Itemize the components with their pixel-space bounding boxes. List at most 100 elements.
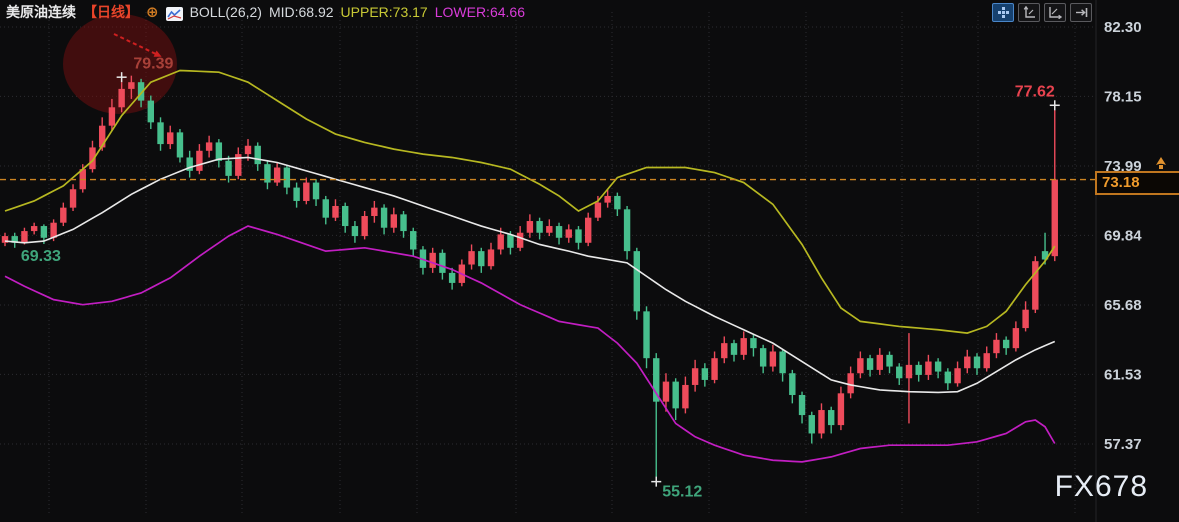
chart-header: 美原油连续 【日线】 ⊕ BOLL(26,2) MID:68.92 UPPER:… xyxy=(6,4,525,21)
candle-body xyxy=(866,358,874,370)
candle-body xyxy=(925,361,932,375)
trend-arrow xyxy=(113,33,159,56)
candle-body xyxy=(1032,261,1039,310)
candle-body xyxy=(633,251,640,312)
candle-body xyxy=(993,339,1000,354)
candle-body xyxy=(857,358,864,374)
candle-body xyxy=(730,343,738,355)
candle-body xyxy=(351,226,359,237)
y-axis-tick: 69.84 xyxy=(1104,227,1142,244)
candle-body xyxy=(303,182,310,201)
indicator-chart-icon[interactable] xyxy=(165,6,183,21)
candle-body xyxy=(507,234,514,248)
price-scale-icon[interactable] xyxy=(1018,3,1040,22)
candle-body xyxy=(1002,339,1010,349)
candle-body xyxy=(1,236,9,243)
candle-body xyxy=(896,366,903,379)
candle-body xyxy=(905,364,913,379)
current-price-tag: 73.18 xyxy=(1095,171,1179,195)
y-axis-tick: 61.53 xyxy=(1104,366,1142,383)
candle-body xyxy=(468,251,475,265)
site-watermark: FX678 xyxy=(1054,470,1148,503)
boll-upper-value: UPPER:73.17 xyxy=(340,4,428,20)
candle-body xyxy=(410,231,417,250)
candle-body xyxy=(89,147,96,170)
candle-body xyxy=(322,199,329,218)
candle-body xyxy=(448,272,456,283)
candle-body xyxy=(886,354,893,367)
candle-body xyxy=(244,145,252,155)
candle-body xyxy=(546,226,553,233)
price-annotation: 79.39 xyxy=(133,56,173,73)
period-label[interactable]: 【日线】 xyxy=(83,4,139,20)
highlight-blob xyxy=(63,14,177,114)
jump-to-latest-icon[interactable] xyxy=(1070,3,1092,22)
candle-body xyxy=(691,368,699,385)
candle-body xyxy=(478,251,485,267)
candle-body xyxy=(721,343,728,359)
candle-body xyxy=(176,132,184,158)
boll-mid-value: MID:68.92 xyxy=(268,4,334,20)
candle-body xyxy=(944,371,952,384)
candle-body xyxy=(711,358,718,380)
candle-body xyxy=(69,189,77,208)
y-axis-tick: 82.30 xyxy=(1104,19,1142,36)
candle-body xyxy=(837,393,845,426)
candle-body xyxy=(50,222,57,238)
candle-body xyxy=(273,167,281,183)
bollinger-upper-line xyxy=(4,69,1056,334)
candle-body xyxy=(750,338,757,349)
crosshair-tool-icon[interactable] xyxy=(992,3,1014,22)
candle-body xyxy=(60,207,67,223)
candle-body xyxy=(128,82,135,89)
candle-body xyxy=(264,164,271,183)
candle-body xyxy=(312,182,320,200)
candle-body xyxy=(847,373,854,394)
candle-body xyxy=(604,195,611,203)
candle-body xyxy=(157,122,164,145)
candle-body xyxy=(516,232,524,248)
candle-body xyxy=(99,125,106,148)
candle-body xyxy=(1022,309,1029,329)
candle-body xyxy=(40,226,48,238)
candle-body xyxy=(954,368,961,384)
candle-body xyxy=(798,394,806,416)
candle-body xyxy=(555,226,563,238)
candle-body xyxy=(526,221,534,233)
candle-body xyxy=(497,234,504,250)
candle-body xyxy=(147,100,154,123)
candle-body xyxy=(915,364,922,375)
current-price-value: 73.18 xyxy=(1102,174,1140,191)
candle-body xyxy=(225,160,232,176)
y-axis-tick: 78.15 xyxy=(1104,88,1142,105)
price-annotation: 55.12 xyxy=(662,484,702,501)
candle-body xyxy=(1012,328,1020,349)
add-indicator-icon[interactable]: ⊕ xyxy=(146,4,159,21)
price-marker-arrow xyxy=(1152,156,1170,175)
candle-body xyxy=(390,214,397,228)
candle-body xyxy=(1051,179,1058,257)
candle-body xyxy=(614,195,621,210)
boll-lower-value: LOWER:64.66 xyxy=(434,4,525,20)
candle-body xyxy=(11,236,18,243)
candle-body xyxy=(439,252,446,273)
candle-body xyxy=(283,167,291,188)
candle-body xyxy=(808,415,815,434)
candle-body xyxy=(137,82,145,101)
indicator-label[interactable]: BOLL(26,2) xyxy=(189,4,262,20)
candle-body xyxy=(759,348,767,367)
candle-body xyxy=(167,132,174,145)
candle-body xyxy=(342,205,349,227)
symbol-name: 美原油连续 xyxy=(6,4,76,20)
bollinger-lower-line xyxy=(4,225,1056,463)
candle-body xyxy=(623,209,631,252)
candle-body xyxy=(818,410,825,434)
candle-body xyxy=(585,217,592,243)
candle-body xyxy=(789,373,796,395)
candle-body xyxy=(828,410,835,426)
time-scale-icon[interactable] xyxy=(1044,3,1066,22)
candle-body xyxy=(672,381,679,409)
candle-body xyxy=(565,229,572,238)
candle-body xyxy=(293,187,300,201)
